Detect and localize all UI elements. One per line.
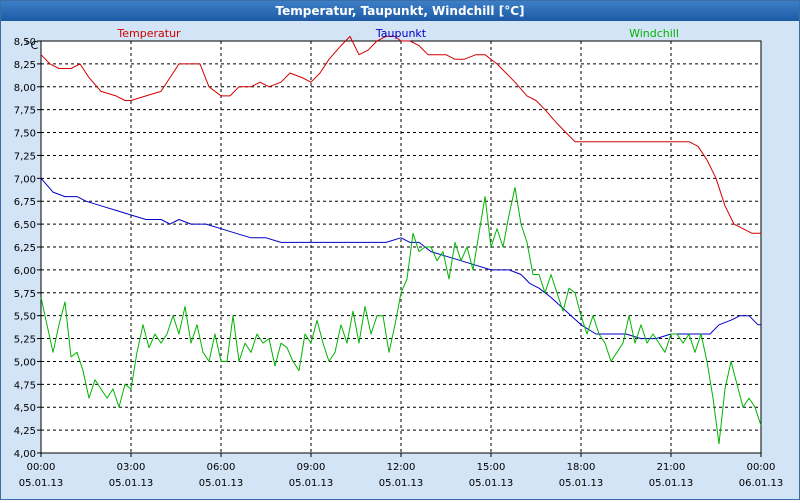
x-tick-date: 06.01.13 xyxy=(739,478,784,489)
series-line-taupunkt xyxy=(40,177,761,340)
y-tick-label: 5,50 xyxy=(14,312,36,323)
x-tick-date: 05.01.13 xyxy=(559,478,604,489)
legend-windchill: Windchill xyxy=(629,27,679,40)
y-tick-label: 8,25 xyxy=(14,60,36,71)
y-tick-label: 7,75 xyxy=(14,106,36,117)
x-axis: 00:00 05.01.13 03:00 05.01.13 06:00 05.01.13 0… xyxy=(19,453,784,489)
series-line-windchill xyxy=(40,187,762,445)
y-tick-label: 5,00 xyxy=(14,357,36,368)
x-tick-date: 05.01.13 xyxy=(199,478,244,489)
plot-area: 8,50 8,25 8,00 7,75 7,50 7,25 7,00 6,75 6,50 6,25… xyxy=(1,21,799,499)
x-tick-time: 09:00 xyxy=(297,462,326,473)
y-axis-unit: °C xyxy=(25,39,39,52)
y-tick-label: 7,00 xyxy=(14,174,36,185)
x-tick-time: 12:00 xyxy=(387,462,416,473)
legend-taupunkt: Taupunkt xyxy=(375,27,427,40)
x-tick-date: 05.01.13 xyxy=(289,478,334,489)
window-title: Temperatur, Taupunkt, Windchill [°C] xyxy=(1,1,799,21)
y-tick-label: 4,75 xyxy=(14,380,36,391)
y-tick-label: 8,00 xyxy=(14,83,36,94)
y-tick-label: 4,50 xyxy=(14,403,36,414)
legend-temperatur: Temperatur xyxy=(116,27,181,40)
y-tick-label: 4,00 xyxy=(14,449,36,460)
grid xyxy=(41,41,761,453)
x-tick-time: 00:00 xyxy=(747,462,776,473)
x-tick-date: 05.01.13 xyxy=(379,478,424,489)
y-tick-label: 6,00 xyxy=(14,266,36,277)
y-tick-label: 7,50 xyxy=(14,129,36,140)
x-tick-date: 05.01.13 xyxy=(109,478,154,489)
x-tick-time: 00:00 xyxy=(27,462,56,473)
line-chart: 8,50 8,25 8,00 7,75 7,50 7,25 7,00 6,75 6,50 6,25… xyxy=(14,27,784,489)
x-tick-time: 21:00 xyxy=(657,462,686,473)
y-tick-label: 4,25 xyxy=(14,426,36,437)
x-tick-time: 06:00 xyxy=(207,462,236,473)
x-tick-time: 18:00 xyxy=(567,462,596,473)
y-tick-label: 6,25 xyxy=(14,243,36,254)
y-axis: 8,50 8,25 8,00 7,75 7,50 7,25 7,00 6,75 6,50 6,25… xyxy=(14,37,41,460)
x-tick-time: 15:00 xyxy=(477,462,506,473)
y-tick-label: 5,25 xyxy=(14,335,36,346)
y-tick-label: 7,25 xyxy=(14,151,36,162)
y-tick-label: 8,50 xyxy=(14,37,36,48)
x-tick-date: 05.01.13 xyxy=(19,478,64,489)
x-tick-date: 05.01.13 xyxy=(469,478,514,489)
y-tick-label: 5,75 xyxy=(14,289,36,300)
series-line-temperatur xyxy=(40,35,761,234)
x-tick-date: 05.01.13 xyxy=(649,478,694,489)
y-tick-label: 6,50 xyxy=(14,220,36,231)
y-tick-label: 6,75 xyxy=(14,197,36,208)
series-group xyxy=(40,35,762,445)
x-tick-time: 03:00 xyxy=(117,462,146,473)
